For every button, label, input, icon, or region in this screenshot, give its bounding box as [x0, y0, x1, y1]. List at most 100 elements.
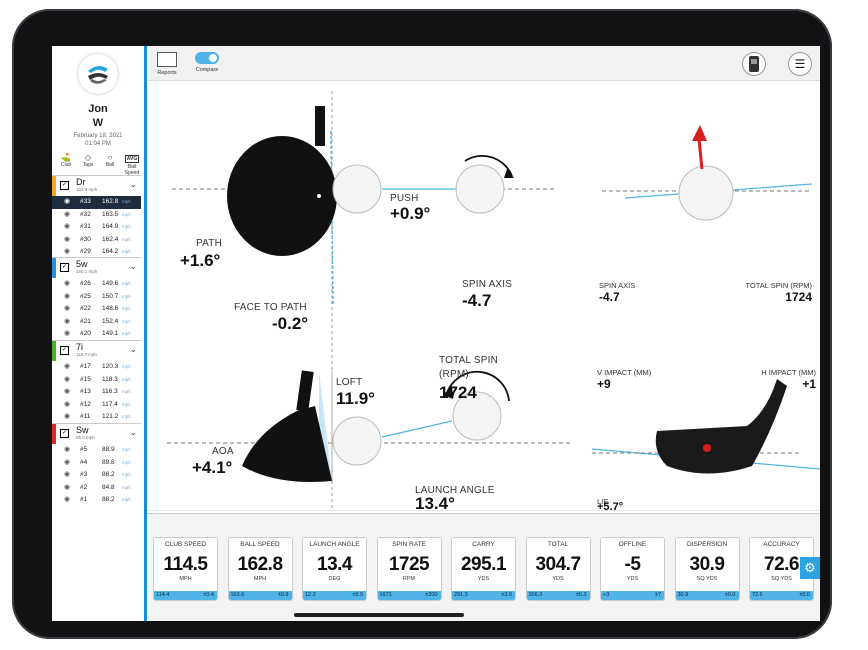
eye-icon[interactable]: ◉ — [64, 388, 71, 395]
shot-row[interactable]: ◉ #33 162.8 mph — [52, 196, 141, 209]
stat-card[interactable]: SPIN RATE 1725 RPM 1671 ±200 — [376, 537, 442, 601]
shot-row[interactable]: ◉ #17 120.3 mph — [52, 361, 141, 374]
h-impact-label: H IMPACT (MM) — [761, 368, 816, 377]
shot-number: #17 — [80, 363, 91, 370]
stat-card[interactable]: CLUB SPEED 114.5 MPH 114.4 ±0.4 — [153, 537, 218, 601]
eye-icon[interactable]: ◉ — [64, 198, 71, 205]
shot-ball-speed: 117.4 — [102, 400, 118, 408]
filter-tags[interactable]: ◇ Tags — [78, 153, 98, 171]
stats-settings-button[interactable]: ⚙ — [800, 557, 820, 579]
compare-toggle[interactable]: Compare — [195, 50, 219, 73]
shot-row[interactable]: ◉ #13 116.3 mph — [52, 386, 141, 399]
eye-icon[interactable]: ◉ — [64, 446, 71, 453]
eye-icon[interactable]: ◉ — [64, 292, 71, 300]
launch-angle-value: 13.4° — [415, 494, 455, 513]
stat-card[interactable]: CARRY 295.1 YDS 291.5 ±3.0 — [451, 537, 516, 601]
shot-row[interactable]: ◉ #15 118.3 mph — [52, 374, 141, 387]
chevron-down-icon[interactable]: ⌄ — [129, 344, 137, 354]
chevron-down-icon[interactable]: ⌄ — [129, 427, 137, 437]
stat-card[interactable]: OFFLINE -5 YDS +3 ±7 — [600, 537, 665, 601]
eye-icon[interactable]: ◉ — [64, 223, 71, 230]
shot-ball-speed: 121.2 — [102, 413, 119, 420]
chevron-down-icon[interactable]: ⌄ — [129, 261, 137, 271]
eye-icon[interactable]: ◉ — [64, 483, 71, 491]
shot-ball-speed: 164.2 — [102, 248, 119, 255]
club-group-header[interactable]: ✓ 5w 150.1 mph ⌄ — [52, 257, 141, 278]
shot-row[interactable]: ◉ #2 84.8 mph — [52, 482, 141, 495]
shot-row[interactable]: ◉ #4 89.8 mph — [52, 457, 141, 470]
shot-number: #20 — [80, 330, 91, 337]
stat-deviation: ±0.9 — [277, 592, 289, 598]
chevron-down-icon[interactable]: ⌄ — [129, 179, 137, 189]
avg-badge: AVG — [124, 155, 140, 163]
club-checkbox[interactable]: ✓ — [60, 181, 69, 190]
filter-avg-ball-speed[interactable]: AVG Ball Speed — [124, 155, 140, 176]
ball-icon: ○ — [107, 153, 113, 162]
shot-number: #11 — [80, 413, 91, 420]
shot-row[interactable]: ◉ #26 149.6 mph — [52, 278, 141, 291]
stat-card[interactable]: BALL SPEED 162.8 MPH 163.6 ±0.9 — [227, 537, 293, 601]
stat-unit: MPH — [179, 576, 192, 582]
shot-row[interactable]: ◉ #20 149.1 mph — [52, 328, 141, 341]
eye-icon[interactable]: ◉ — [64, 471, 71, 478]
menu-button[interactable]: ☰ — [788, 52, 812, 76]
filter-ball[interactable]: ○ Ball — [100, 153, 120, 171]
shot-row[interactable]: ◉ #21 152.4 mph — [52, 316, 141, 329]
eye-icon[interactable]: ◉ — [64, 305, 71, 312]
eye-icon[interactable]: ◉ — [64, 363, 71, 370]
stat-average: +3 — [603, 592, 610, 598]
stats-panel: CLUB SPEED 114.5 MPH 114.4 ±0.4 BALL SPEED 162… — [147, 513, 820, 621]
eye-icon[interactable]: ◉ — [64, 235, 71, 243]
shot-row[interactable]: ◉ #1 88.2 mph — [52, 494, 141, 507]
session-date: February 18, 2021 — [73, 133, 123, 139]
stat-footer: 114.4 ±0.4 — [154, 591, 217, 600]
eye-icon[interactable]: ◉ — [64, 248, 71, 255]
rear-total-spin-label: TOTAL SPIN (RPM) — [745, 281, 812, 290]
shot-number: #2 — [80, 483, 88, 491]
eye-icon[interactable]: ◉ — [64, 330, 71, 337]
eye-icon[interactable]: ◉ — [64, 400, 71, 408]
v-impact-label: V IMPACT (MM) — [597, 368, 652, 377]
eye-icon[interactable]: ◉ — [64, 375, 71, 383]
eye-icon[interactable]: ◉ — [64, 210, 71, 218]
club-avg-speed: 88.0 mph — [76, 435, 95, 440]
reports-button[interactable]: Reports — [157, 50, 177, 76]
filter-club[interactable]: ⛳ Club — [56, 153, 76, 171]
club-checkbox[interactable]: ✓ — [60, 346, 69, 355]
shot-ball-speed: 152.4 — [102, 317, 119, 325]
club-group-header[interactable]: ✓ 7i 118.7 mph ⌄ — [52, 340, 141, 361]
stat-card[interactable]: DISPERSION 30.9 SQ YDS 30.9 ±0.0 — [674, 537, 740, 601]
eye-icon[interactable]: ◉ — [64, 458, 71, 466]
stat-title: TOTAL — [547, 541, 569, 548]
club-checkbox[interactable]: ✓ — [60, 429, 69, 438]
club-color-bar — [52, 258, 56, 278]
club-group-header[interactable]: ✓ Dr 163.6 mph ⌄ — [52, 175, 141, 196]
shot-row[interactable]: ◉ #32 163.5 mph — [52, 209, 141, 222]
shot-row[interactable]: ◉ #11 121.2 mph — [52, 411, 141, 424]
face-to-path-label: FACE TO PATH — [234, 302, 307, 313]
shot-row[interactable]: ◉ #3 88.2 mph — [52, 469, 141, 482]
face-to-path-value: -0.2° — [272, 314, 309, 333]
eye-icon[interactable]: ◉ — [64, 496, 71, 503]
stat-footer: 72.6 ±0.0 — [750, 591, 813, 600]
stat-card[interactable]: LAUNCH ANGLE 13.4 DEG 12.2 ±0.9 — [302, 537, 367, 601]
shot-row[interactable]: ◉ #12 117.4 mph — [52, 399, 141, 412]
club-color-bar — [52, 424, 56, 444]
eye-icon[interactable]: ◉ — [64, 413, 71, 420]
shot-ball-speed: 150.7 — [102, 292, 119, 300]
eye-icon[interactable]: ◉ — [64, 317, 71, 325]
device-button[interactable] — [742, 52, 766, 76]
shot-row[interactable]: ◉ #31 164.9 mph — [52, 221, 141, 234]
shot-row[interactable]: ◉ #29 164.2 mph — [52, 246, 141, 259]
stat-card[interactable]: TOTAL 304.7 YDS 306.3 ±5.3 — [525, 537, 591, 601]
shot-row[interactable]: ◉ #5 88.9 mph — [52, 444, 141, 457]
shot-row[interactable]: ◉ #25 150.7 mph — [52, 291, 141, 304]
stat-title: ACCURACY — [763, 541, 800, 548]
shot-row[interactable]: ◉ #22 148.6 mph — [52, 303, 141, 316]
club-group-header[interactable]: ✓ Sw 88.0 mph ⌄ — [52, 423, 141, 444]
eye-icon[interactable]: ◉ — [64, 280, 71, 287]
club-checkbox[interactable]: ✓ — [60, 263, 69, 272]
launch-angle-label: LAUNCH ANGLE — [415, 485, 495, 496]
club-avg-speed: 150.1 mph — [76, 269, 98, 274]
shot-row[interactable]: ◉ #30 162.4 mph — [52, 234, 141, 247]
